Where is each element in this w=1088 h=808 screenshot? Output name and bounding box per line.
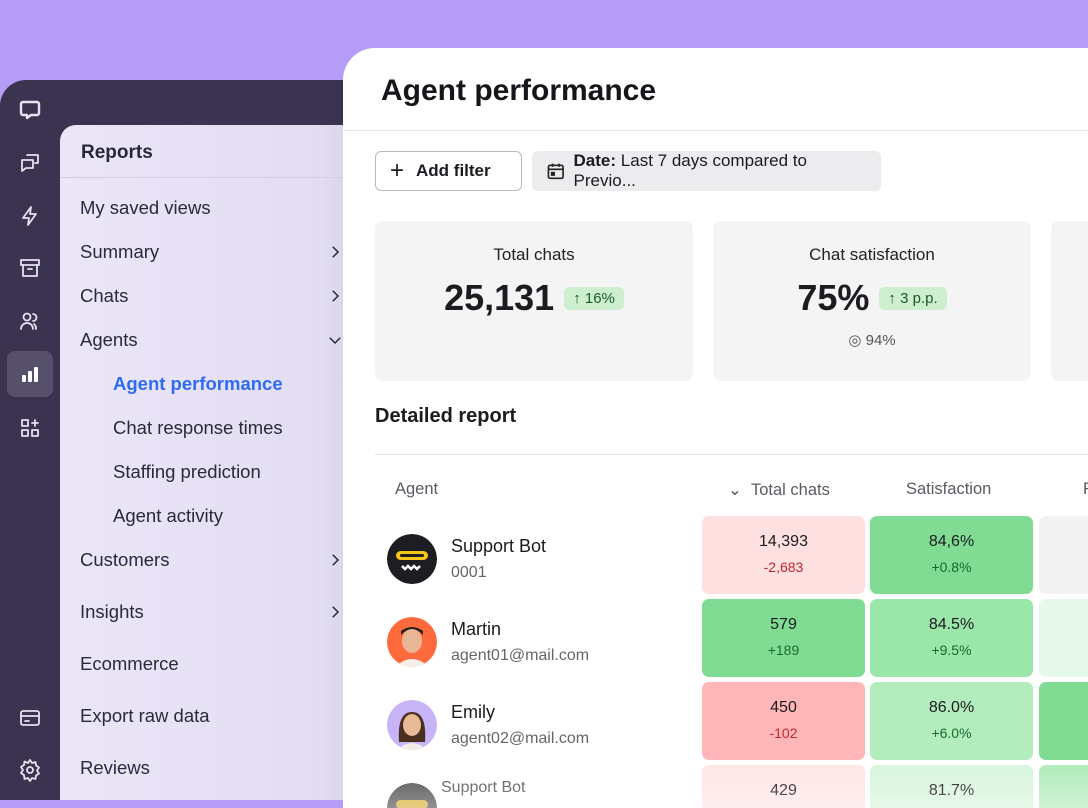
plus-icon: + (390, 157, 405, 184)
menu-item-label: Agents (80, 329, 138, 350)
menu-item-label: Insights (80, 601, 144, 622)
menu-item[interactable]: Agent performance (113, 373, 344, 395)
section-title: Detailed report (375, 405, 517, 427)
divider (60, 177, 360, 178)
card-chat-satisfaction: Chat satisfaction 75% ↑ 3 p.p. ◎ 94% (713, 221, 1031, 381)
menu-item[interactable]: My saved views (80, 197, 344, 219)
menu-item-label: Chats (80, 285, 129, 306)
archive-icon[interactable] (12, 250, 48, 286)
metric-cell (1039, 682, 1088, 760)
menu-item-label: My saved views (80, 197, 211, 218)
chevron-right-icon (332, 606, 340, 618)
customers-icon[interactable] (12, 303, 48, 339)
card-label: Total chats (493, 245, 575, 264)
avatar (387, 617, 437, 667)
date-label: Date: (573, 151, 617, 170)
satisfaction-cell: 84.5% +9.5% (870, 599, 1033, 677)
total-chats-cell: 450 -102 (702, 682, 865, 760)
menu-item[interactable]: Staffing prediction (113, 461, 344, 483)
chevron-down-icon: ⌄ (728, 481, 742, 499)
chevron-down-icon (329, 337, 341, 345)
agent-name: Martin (451, 619, 502, 639)
satisfaction-cell: 84,6% +0.8% (870, 516, 1033, 594)
card-total-chats: Total chats 25,131 ↑ 16% (375, 221, 693, 381)
menu-item-label: Staffing prediction (113, 461, 261, 482)
satisfaction-cell: 86.0% +6.0% (870, 682, 1033, 760)
chevron-right-icon (332, 246, 340, 258)
page-title: Agent performance (381, 74, 657, 107)
menu-item[interactable]: Reviews (80, 757, 344, 779)
card-value: 75% (797, 277, 870, 318)
total-chats-cell: 579 +189 (702, 599, 865, 677)
target-icon: ◎ (848, 332, 862, 349)
billing-icon[interactable] (12, 700, 48, 736)
add-filter-button[interactable]: + Add filter (375, 151, 522, 191)
chats-icon[interactable] (12, 145, 48, 181)
change-badge: ↑ 3 p.p. (879, 286, 947, 310)
agent-subtitle: agent01@mail.com (451, 647, 590, 664)
divider (343, 130, 1088, 131)
menu-item[interactable]: Customers (80, 549, 344, 571)
lightning-icon[interactable] (12, 198, 48, 234)
change-badge: ↑ 16% (564, 286, 624, 310)
menu-item[interactable]: Agents (80, 329, 344, 351)
menu-item-label: Export raw data (80, 705, 210, 726)
column-partial[interactable]: F (1083, 480, 1088, 499)
menu-item-label: Summary (80, 241, 160, 262)
menu-item-label: Customers (80, 549, 170, 570)
column-agent[interactable]: Agent (395, 480, 439, 498)
chevron-right-icon (332, 290, 340, 302)
divider (375, 454, 1088, 455)
column-total-chats[interactable]: ⌄ Total chats (728, 481, 830, 499)
menu-item-label: Reviews (80, 757, 150, 778)
main-panel: Agent performance + Add filter Date: Las… (343, 48, 1088, 808)
menu-item[interactable]: Agent activity (113, 505, 344, 527)
menu-item[interactable]: Chats (80, 285, 344, 307)
target-value: ◎ 94% (848, 332, 896, 349)
avatar (387, 534, 437, 584)
total-chats-cell: 14,393 -2,683 (702, 516, 865, 594)
avatar (387, 700, 437, 750)
menu-item[interactable]: Chat response times (113, 417, 344, 439)
menu-item[interactable]: Insights (80, 601, 344, 623)
reports-icon[interactable] (7, 351, 53, 397)
agent-subtitle: 0001 (451, 564, 487, 581)
menu-title: Reports (81, 142, 153, 163)
card-label: Chat satisfaction (809, 245, 935, 264)
date-value: Last 7 days compared to Previo... (573, 151, 807, 190)
column-satisfaction[interactable]: Satisfaction (906, 480, 992, 498)
menu-item[interactable]: Export raw data (80, 705, 344, 727)
date-filter-button[interactable]: Date: Last 7 days compared to Previo... (532, 151, 881, 191)
menu-item-label: Chat response times (113, 417, 283, 438)
menu-item-label: Agent activity (113, 505, 224, 526)
metric-cell (1039, 516, 1088, 594)
menu-item[interactable]: Ecommerce (80, 653, 344, 675)
metric-cell (1039, 599, 1088, 677)
add-filter-label: Add filter (416, 161, 491, 180)
card-value: 25,131 (444, 277, 555, 318)
chevron-right-icon (332, 554, 340, 566)
menu-item-label: Ecommerce (80, 653, 179, 674)
menu-item-label: Agent performance (113, 373, 283, 394)
fade-overlay (343, 768, 1088, 808)
chat-logo-icon[interactable] (12, 92, 48, 128)
calendar-icon (547, 163, 564, 180)
card-third (1051, 221, 1088, 381)
apps-icon[interactable] (12, 410, 48, 446)
settings-icon[interactable] (12, 752, 48, 788)
menu-item[interactable]: Summary (80, 241, 344, 263)
agent-name: Support Bot (451, 536, 547, 556)
agent-subtitle: agent02@mail.com (451, 730, 590, 747)
agent-name: Emily (451, 702, 495, 722)
reports-menu: Reports My saved views Summary Chats Agents… (60, 125, 360, 800)
